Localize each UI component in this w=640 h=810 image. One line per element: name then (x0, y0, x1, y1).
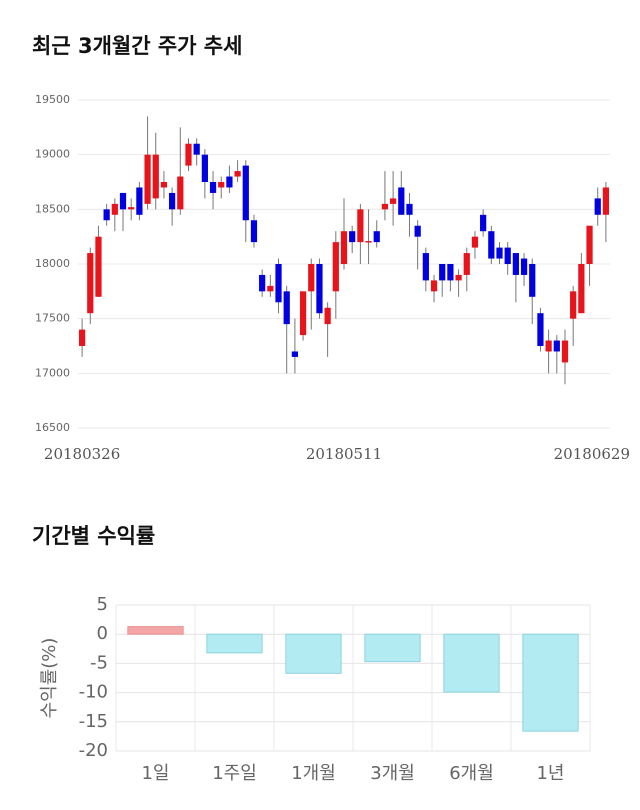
candle-body (218, 182, 225, 188)
candle-body (504, 247, 511, 264)
candle-body (136, 187, 143, 215)
bar (206, 633, 263, 654)
x-tick-label: 1일 (141, 763, 169, 784)
candle-body (144, 154, 151, 204)
candle-body (602, 187, 610, 215)
candle-body (447, 264, 454, 281)
x-tick-label: 20180629 (554, 445, 630, 463)
chart-title: 최근 3개월간 주가 추세 (32, 34, 242, 58)
candle-body (488, 231, 495, 259)
candle-body (103, 209, 110, 221)
candle-body (128, 207, 135, 210)
candle-body (332, 242, 339, 292)
candle-body (553, 340, 560, 352)
x-tick-label: 3개월 (370, 763, 415, 784)
y-tick-label: 18500 (35, 202, 70, 215)
y-tick-label: 0 (97, 623, 108, 644)
candle-body (414, 225, 421, 237)
candle-body (545, 340, 552, 352)
candle-body (463, 253, 470, 275)
x-tick-label: 20180511 (306, 445, 382, 463)
candle-body (439, 264, 446, 281)
candle-body (529, 264, 536, 297)
candle-body (119, 192, 127, 210)
y-tick-label: 18000 (35, 257, 70, 270)
candle-body (316, 264, 323, 314)
x-tick-label: 1년 (536, 763, 564, 784)
candle-body (308, 264, 315, 292)
candle-body (496, 247, 503, 259)
y-tick-label: -20 (79, 740, 108, 761)
candle-body (324, 307, 331, 325)
bar (127, 626, 184, 635)
x-tick-label: 6개월 (449, 763, 494, 784)
y-tick-label: 19500 (35, 93, 70, 106)
candle-body (87, 253, 94, 314)
y-tick-label: 16500 (35, 421, 70, 434)
y-tick-label: -15 (79, 711, 108, 732)
x-tick-label: 20180326 (44, 445, 120, 463)
bar (522, 633, 579, 732)
candle-body (152, 154, 159, 199)
candle-body (381, 203, 389, 210)
candle-body (169, 192, 176, 210)
candle-body (185, 143, 192, 166)
candle-body (234, 171, 241, 177)
candle-body (570, 291, 577, 319)
y-axis-label: 수익률(%) (39, 638, 60, 719)
candle-body (365, 241, 372, 243)
candle-body (177, 176, 184, 210)
x-tick-label: 1개월 (291, 763, 336, 784)
candle-body (455, 274, 462, 281)
candle-body (291, 351, 299, 357)
candle-body (78, 329, 86, 346)
y-tick-label: 5 (97, 594, 108, 615)
y-tick-label: 17000 (35, 366, 70, 379)
candle-body (430, 280, 438, 292)
chart-title: 기간별 수익률 (32, 524, 155, 548)
candle-body (537, 313, 544, 346)
candle-body (111, 203, 118, 215)
candle-body (299, 291, 307, 336)
x-tick-label: 1주일 (212, 763, 257, 784)
candle-body (160, 182, 168, 188)
candle-body (349, 231, 356, 243)
candle-body (209, 182, 217, 193)
candle-body (586, 225, 593, 264)
bar (443, 633, 500, 693)
candle-body (357, 209, 364, 243)
candle-body (193, 143, 200, 155)
candle-body (275, 264, 282, 303)
candle-body (561, 340, 569, 363)
y-tick-label: 17500 (35, 312, 70, 325)
candle-body (283, 291, 290, 325)
candle-body (389, 198, 397, 204)
bar (364, 633, 421, 663)
candle-body (578, 264, 585, 314)
y-tick-label: 19000 (35, 148, 70, 161)
candle-body (259, 274, 266, 292)
bar (285, 633, 342, 674)
candle-body (242, 165, 249, 221)
candle-body (422, 253, 429, 281)
candle-body (398, 187, 405, 215)
candle-body (594, 198, 601, 215)
candle-body (226, 176, 233, 188)
candle-body (95, 236, 102, 297)
y-tick-label: -10 (79, 682, 108, 703)
candle-body (480, 214, 487, 232)
y-tick-label: -5 (90, 652, 108, 673)
candle-body (201, 154, 208, 182)
candle-body (471, 236, 479, 248)
candle-body (406, 203, 413, 215)
candle-body (267, 285, 274, 292)
candle-body (520, 258, 528, 275)
candle-body (250, 220, 258, 243)
candle-body (373, 231, 380, 243)
candle-body (340, 231, 348, 264)
candle-body (512, 253, 519, 275)
